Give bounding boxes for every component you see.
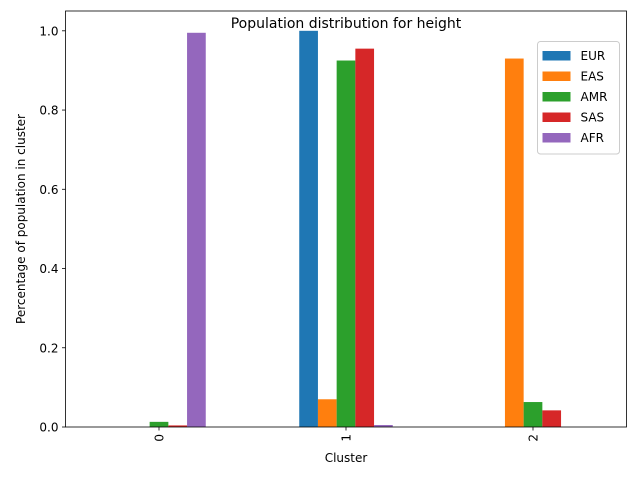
x-tick-label: 2 bbox=[527, 434, 541, 442]
chart-title: Population distribution for height bbox=[231, 16, 462, 32]
bar-afr-cluster-0 bbox=[187, 32, 206, 427]
bar-sas-cluster-1 bbox=[355, 48, 375, 427]
x-tick-label: 1 bbox=[340, 434, 354, 442]
x-axis-label: Cluster bbox=[325, 451, 368, 465]
y-tick-label: 0.0 bbox=[39, 421, 58, 435]
legend-label-amr: AMR bbox=[581, 90, 608, 104]
y-tick-label: 0.6 bbox=[39, 183, 58, 197]
legend-label-eur: EUR bbox=[581, 49, 606, 63]
bar-eas-cluster-1 bbox=[317, 399, 337, 427]
legend-swatch-eas bbox=[542, 71, 571, 81]
legend-label-eas: EAS bbox=[581, 70, 604, 84]
legend-frame bbox=[537, 41, 620, 155]
bar-amr-cluster-1 bbox=[336, 60, 356, 428]
bars-group bbox=[149, 30, 562, 428]
bar-sas-cluster-0 bbox=[168, 425, 188, 427]
legend-swatch-afr bbox=[542, 133, 571, 143]
bar-eas-cluster-2 bbox=[504, 58, 524, 427]
y-axis: 0.0 0.2 0.4 0.6 0.8 1.0 bbox=[39, 24, 66, 435]
bar-amr-cluster-0 bbox=[149, 421, 169, 427]
bar-eur-cluster-1 bbox=[299, 30, 318, 428]
legend-swatch-sas bbox=[542, 112, 571, 122]
y-axis-label: Percentage of population in cluster bbox=[14, 114, 28, 324]
x-axis: 0 1 2 bbox=[153, 427, 541, 442]
y-tick-label: 0.4 bbox=[39, 262, 58, 276]
bar-afr-cluster-1 bbox=[374, 425, 393, 427]
y-tick-label: 0.8 bbox=[39, 104, 58, 118]
bar-amr-cluster-2 bbox=[523, 402, 543, 427]
legend-swatch-eur bbox=[542, 51, 571, 61]
legend: EUR EAS AMR SAS AFR bbox=[537, 41, 620, 155]
y-tick-label: 0.2 bbox=[39, 341, 58, 355]
y-tick-label: 1.0 bbox=[39, 24, 58, 38]
legend-label-sas: SAS bbox=[581, 111, 605, 125]
x-tick-label: 0 bbox=[153, 434, 167, 442]
legend-swatch-amr bbox=[542, 92, 571, 102]
bar-sas-cluster-2 bbox=[542, 410, 562, 427]
legend-label-afr: AFR bbox=[581, 131, 604, 145]
